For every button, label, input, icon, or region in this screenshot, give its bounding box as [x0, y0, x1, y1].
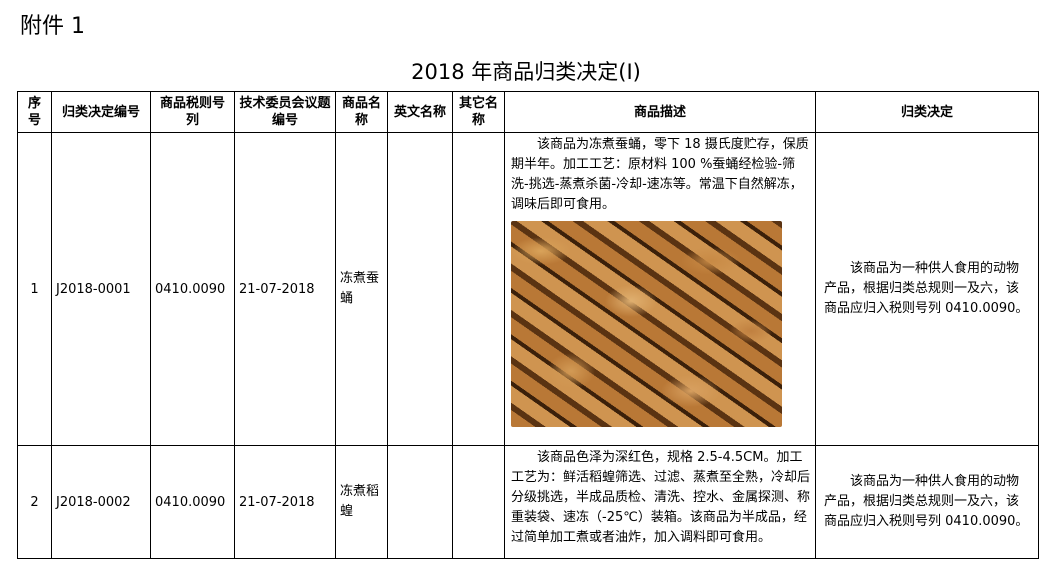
decision-text: 该商品为一种供人食用的动物产品，根据归类总规则一及六，该商品应归入税则号列 04…	[824, 474, 1029, 529]
table-row: 2 J2018-0002 0410.0090 21-07-2018 冻煮稻蝗 该…	[17, 445, 1039, 559]
cell-decision-id: J2018-0002	[51, 445, 151, 559]
cell-english-name	[387, 445, 453, 559]
cell-description: 该商品为冻煮蚕蛹，零下 18 摄氏度贮存，保质期半年。加工工艺：原材料 100 …	[504, 132, 816, 446]
description-text: 该商品色泽为深红色，规格 2.5-4.5CM。加工工艺为：鲜活稻蝗筛选、过滤、蒸…	[511, 450, 811, 545]
cell-english-name	[387, 132, 453, 446]
cell-other-name	[452, 445, 505, 559]
cell-tariff-code: 0410.0090	[150, 445, 235, 559]
cell-committee-id: 21-07-2018	[234, 445, 336, 559]
table-row: 1 J2018-0001 0410.0090 21-07-2018 冻煮蚕蛹 该…	[17, 132, 1039, 446]
header-tariff-code: 商品税则号列	[150, 91, 235, 133]
header-decision: 归类决定	[815, 91, 1039, 133]
header-no: 序号	[17, 91, 52, 133]
header-row: 序号 归类决定编号 商品税则号列 技术委员会议题编号 商品名称 英文名称 其它名…	[17, 91, 1039, 133]
cell-description: 该商品色泽为深红色，规格 2.5-4.5CM。加工工艺为：鲜活稻蝗筛选、过滤、蒸…	[504, 445, 816, 559]
header-committee-id: 技术委员会议题编号	[234, 91, 336, 133]
header-description: 商品描述	[504, 91, 816, 133]
annex-label: 附件 1	[20, 14, 85, 39]
header-english-name: 英文名称	[387, 91, 453, 133]
cell-other-name	[452, 132, 505, 446]
silkworm-pupae-photo	[511, 221, 782, 427]
cell-committee-id: 21-07-2018	[234, 132, 336, 446]
decision-text: 该商品为一种供人食用的动物产品，根据归类总规则一及六，该商品应归入税则号列 04…	[824, 261, 1029, 316]
header-other-name: 其它名称	[452, 91, 505, 133]
cell-no: 2	[17, 445, 52, 559]
description-text: 该商品为冻煮蚕蛹，零下 18 摄氏度贮存，保质期半年。加工工艺：原材料 100 …	[511, 137, 809, 212]
cell-decision: 该商品为一种供人食用的动物产品，根据归类总规则一及六，该商品应归入税则号列 04…	[815, 445, 1039, 559]
header-decision-id: 归类决定编号	[51, 91, 151, 133]
header-name: 商品名称	[335, 91, 388, 133]
document-title: 2018 年商品归类决定(Ⅰ)	[411, 60, 641, 84]
cell-name: 冻煮蚕蛹	[335, 132, 388, 446]
cell-decision: 该商品为一种供人食用的动物产品，根据归类总规则一及六，该商品应归入税则号列 04…	[815, 132, 1039, 446]
cell-decision-id: J2018-0001	[51, 132, 151, 446]
cell-tariff-code: 0410.0090	[150, 132, 235, 446]
cell-name: 冻煮稻蝗	[335, 445, 388, 559]
cell-no: 1	[17, 132, 52, 446]
classification-table: 序号 归类决定编号 商品税则号列 技术委员会议题编号 商品名称 英文名称 其它名…	[17, 91, 1039, 559]
